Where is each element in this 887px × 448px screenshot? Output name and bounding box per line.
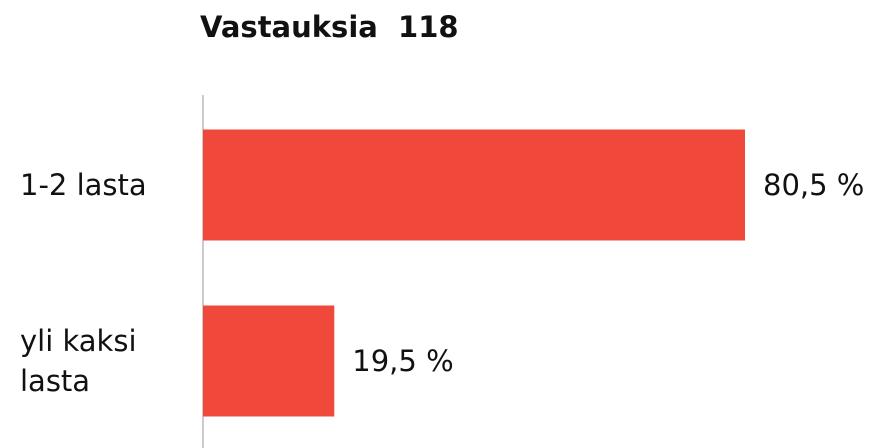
bar — [203, 305, 335, 417]
value-label: 19,5 % — [352, 344, 454, 378]
chart-title: Vastauksia 118 — [200, 10, 459, 44]
category-label: yli kaksi lasta — [20, 324, 137, 398]
value-label: 80,5 % — [763, 168, 865, 202]
category-label: 1-2 lasta — [20, 168, 147, 202]
bar — [203, 129, 745, 241]
